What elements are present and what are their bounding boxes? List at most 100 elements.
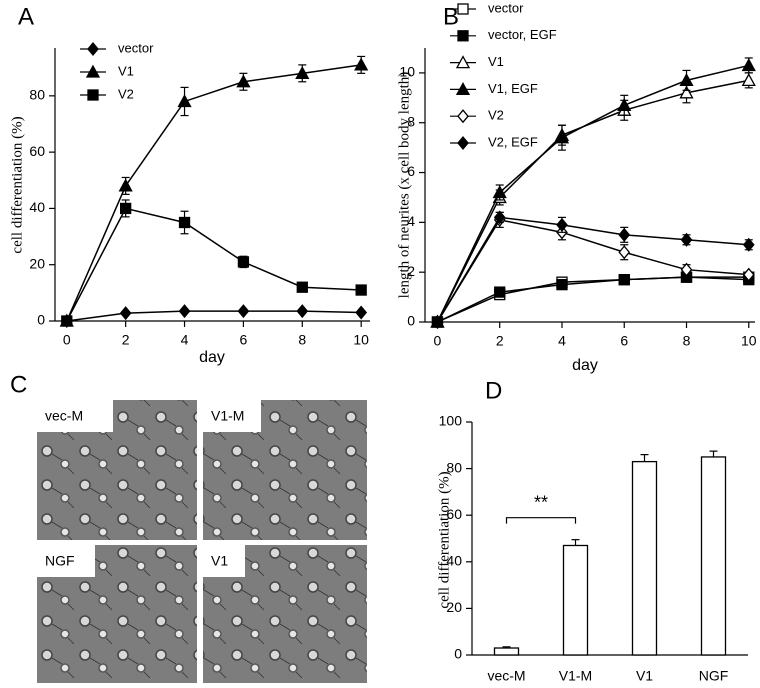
panel-label: B [443,3,459,30]
marker [119,306,132,321]
series-line [66,310,362,322]
marker [354,57,369,71]
marker [237,304,250,319]
bracket [505,517,577,524]
legend-label: V2, EGF [488,134,538,149]
marker [85,64,101,78]
y-tick-label: 100 [439,413,463,429]
marker [618,274,630,286]
x-tick-label: 8 [683,333,691,349]
x-tick-label: 0 [434,333,442,349]
x-tick-label: 2 [122,332,130,348]
series-line [437,276,749,323]
marker [742,237,755,252]
marker [493,210,506,225]
x-tick-label: NGF [699,668,729,684]
y-tick-label: 8 [407,113,415,129]
x-tick-label: 0 [63,332,71,348]
x-tick-label: 4 [558,333,566,349]
image-label: NGF [45,553,75,569]
x-tick-label: 10 [353,332,369,348]
y-tick-label: 6 [407,163,415,179]
bar [493,647,520,656]
marker [618,227,631,242]
series-line [436,219,749,323]
legend-label: V1 [118,63,134,78]
marker [178,216,191,229]
marker [355,284,367,296]
x-axis-label: day [572,357,598,374]
marker [455,55,471,69]
marker [680,232,693,247]
legend-label: V1 [488,54,504,69]
x-tick-label: 6 [620,333,628,349]
marker [492,185,507,199]
marker [618,245,631,260]
marker [118,178,133,192]
marker [554,130,570,144]
x-tick-label: 6 [240,332,248,348]
legend-label: vector, EGF [488,27,557,42]
marker [679,73,694,87]
marker [296,304,309,319]
x-tick-label: 2 [496,333,504,349]
marker [741,73,756,87]
y-tick-label: 80 [446,459,462,475]
bar [631,460,658,656]
y-tick-label: 80 [29,87,45,103]
marker [742,267,755,282]
image-label: V1-M [211,408,244,424]
label-box [203,545,245,577]
y-axis-label: cell differentiation (%) [436,471,452,608]
y-axis-label: cell differentiation (%) [9,116,25,253]
legend-label: V2 [118,86,134,101]
marker [120,202,132,215]
series-line [436,79,749,323]
marker [741,58,756,72]
x-tick-label: 10 [741,333,757,349]
image-panel: C vec-M V1-M NGF V1 [10,371,367,683]
marker [556,278,568,291]
series-line [436,64,749,323]
legend-label: vector [118,40,154,55]
marker [87,41,99,57]
y-tick-label: 40 [446,553,462,569]
marker [295,65,310,79]
marker [679,85,694,99]
marker [556,217,568,232]
marker [680,262,693,277]
marker [61,315,73,327]
legend-label: V2 [488,108,504,123]
image-label: vec-M [45,408,83,424]
y-tick-label: 20 [29,255,45,271]
label-box [203,400,261,432]
marker [455,82,471,96]
marker [431,314,444,330]
marker [87,89,99,101]
y-axis-label: length of neurites (x cell body length) [396,72,412,299]
x-tick-label: 4 [181,332,189,348]
x-tick-label: V1-M [559,668,592,684]
label-box [37,400,113,432]
panel-label: C [10,371,27,398]
marker [236,74,251,88]
marker [296,281,308,293]
image-label: V1 [211,553,228,569]
y-tick-label: 0 [407,313,415,329]
marker [457,135,469,151]
series-line [436,216,749,323]
marker [237,256,250,268]
bar [562,544,589,656]
y-tick-label: 0 [37,312,45,328]
y-tick-label: 2 [407,263,415,279]
series-line [66,207,362,322]
marker [457,3,469,15]
marker [178,304,191,319]
marker [457,30,469,42]
panel-label: D [485,377,502,404]
marker [355,305,368,320]
series-line [66,64,362,322]
marker [617,97,632,111]
x-tick-label: V1 [636,668,653,684]
